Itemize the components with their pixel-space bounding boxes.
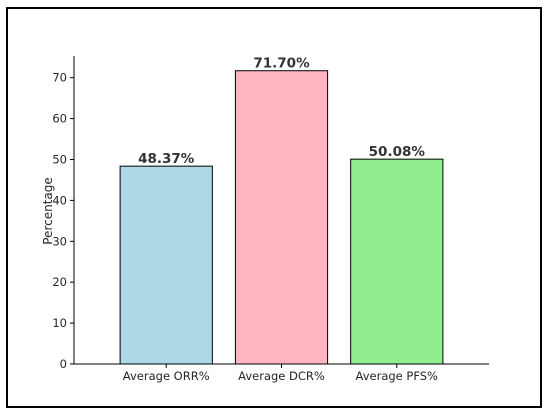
bar: [234, 70, 329, 365]
y-tick-label: 20: [52, 275, 67, 289]
bar-value-label: 71.70%: [253, 56, 310, 72]
y-tick-label: 60: [52, 112, 67, 126]
y-tick-label: 30: [52, 234, 67, 248]
y-tick-label: 40: [52, 193, 67, 207]
y-tick-label: 50: [52, 152, 67, 166]
y-tick-label: 0: [60, 357, 67, 371]
y-axis-label: Percentage: [41, 177, 55, 245]
bar: [350, 158, 444, 365]
bar-value-label: 48.37%: [138, 151, 195, 167]
x-tick-label: Average ORR%: [123, 369, 210, 383]
y-tick-label: 70: [52, 71, 67, 85]
bar: [119, 165, 213, 365]
bar-value-label: 50.08%: [369, 144, 426, 160]
y-tick-label: 10: [52, 316, 67, 330]
plot-area: 0 10 20 30 40 50 60 70 48.37% Average ORR% 71.70% A…: [52, 56, 489, 383]
x-tick-label: Average PFS%: [356, 369, 439, 383]
x-tick-label: Average DCR%: [238, 369, 325, 383]
